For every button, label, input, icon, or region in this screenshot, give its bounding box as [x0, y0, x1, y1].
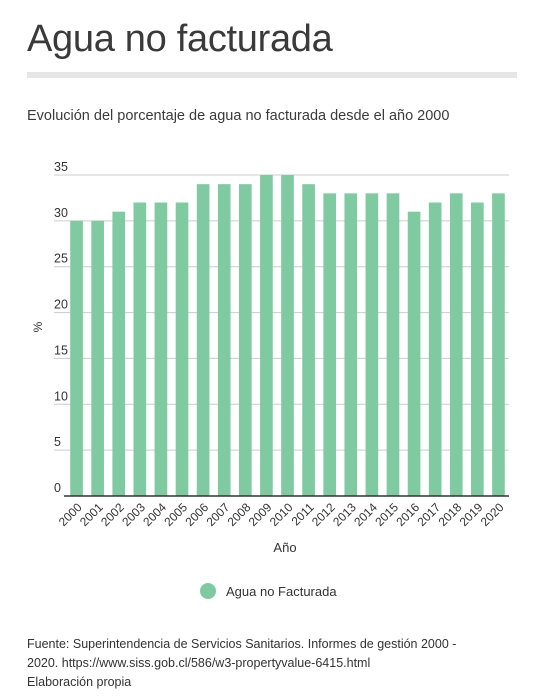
legend-swatch	[200, 583, 216, 599]
y-tick-label: 15	[54, 343, 68, 357]
bars	[70, 175, 505, 496]
bar	[238, 184, 252, 496]
x-tick-label: 2020	[478, 500, 507, 529]
bar	[133, 202, 147, 496]
bar	[281, 175, 294, 496]
bar	[323, 193, 337, 496]
bar	[428, 202, 442, 496]
title-divider	[27, 72, 517, 78]
y-tick-label: 25	[54, 252, 68, 266]
source-line-1: Fuente: Superintendencia de Servicios Sa…	[27, 637, 457, 651]
bar	[196, 184, 210, 496]
bar	[175, 202, 189, 496]
legend-label: Agua no Facturada	[226, 583, 337, 599]
y-tick-label: 20	[54, 298, 68, 312]
x-tick-labels: 2000200120022003200420052006200720082009…	[56, 500, 507, 529]
y-tick-label: 35	[54, 160, 68, 174]
bar	[449, 193, 463, 496]
bar-chart: 0 5 10 15 20 25 30 35 2000200120022003200420052…	[31, 160, 509, 555]
bar	[91, 220, 104, 496]
y-tick-label: 10	[54, 389, 68, 403]
bar	[302, 184, 315, 496]
bar	[154, 202, 168, 496]
bar	[365, 193, 379, 496]
bar	[112, 211, 126, 496]
y-axis-label: %	[31, 321, 45, 332]
bar	[260, 175, 273, 496]
bar	[344, 193, 358, 496]
page-title: Agua no facturada	[27, 18, 333, 60]
bar	[70, 220, 83, 496]
source-line-2: 2020. https://www.siss.gob.cl/586/w3-pro…	[27, 656, 371, 670]
y-tick-label: 5	[54, 435, 61, 449]
chart-subtitle: Evolución del porcentaje de agua no fact…	[27, 108, 450, 124]
bar	[471, 202, 484, 496]
bar	[217, 184, 231, 496]
x-axis-label: Año	[273, 540, 296, 555]
bar	[407, 211, 421, 496]
y-tick-label: 30	[54, 206, 68, 220]
bar	[386, 193, 400, 496]
y-tick-labels: 0 5 10 15 20 25 30 35	[54, 160, 68, 495]
legend: Agua no Facturada	[200, 583, 337, 599]
source-footer: Fuente: Superintendencia de Servicios Sa…	[27, 635, 497, 692]
y-tick-label: 0	[54, 481, 61, 495]
bar	[492, 193, 505, 496]
source-line-3: Elaboración propia	[27, 675, 132, 689]
